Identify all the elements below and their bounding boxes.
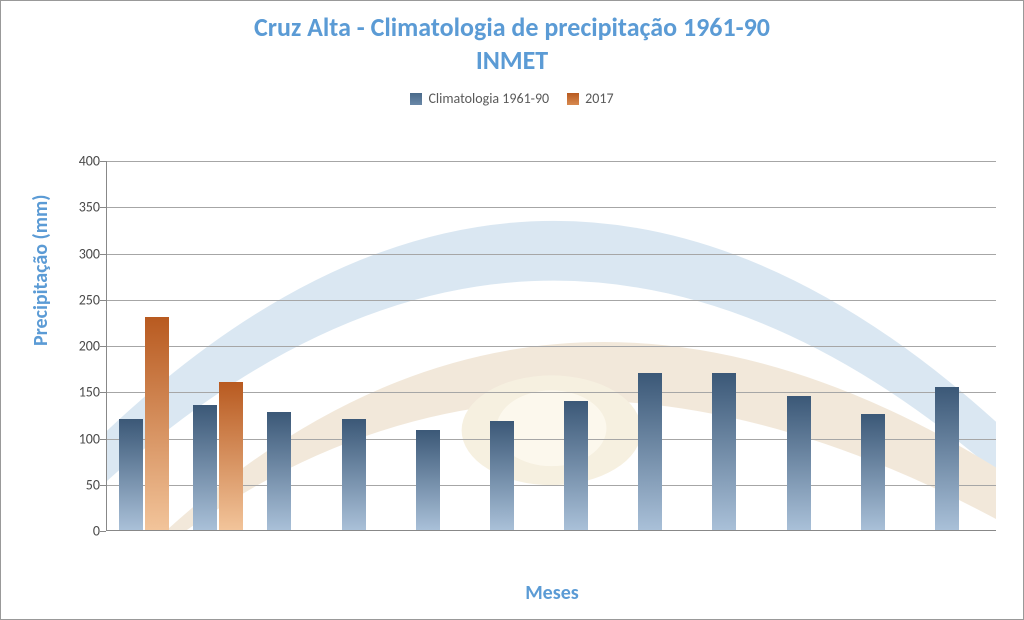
- chart-title-line2: INMET: [1, 44, 1023, 77]
- legend: Climatologia 1961-90 2017: [1, 90, 1023, 107]
- y-tick-label: 100: [79, 430, 100, 447]
- bar-series1: [342, 419, 366, 530]
- x-tick-mark: [775, 530, 776, 531]
- y-tick-mark: [100, 300, 106, 301]
- bar-series2: [145, 317, 169, 530]
- x-tick-mark: [849, 530, 850, 531]
- bar-series1: [638, 373, 662, 530]
- chart-container: Cruz Alta - Climatologia de precipitação…: [0, 0, 1024, 620]
- legend-label-2: 2017: [585, 90, 613, 107]
- legend-item-2: 2017: [567, 90, 613, 107]
- bar-series2: [219, 382, 243, 530]
- y-tick-label: 350: [79, 199, 100, 216]
- bar-series1: [490, 421, 514, 530]
- x-tick-mark: [552, 530, 553, 531]
- y-tick-mark: [100, 161, 106, 162]
- y-tick-label: 400: [79, 153, 100, 170]
- bar-series1: [564, 401, 588, 531]
- plot-wrap: JANFEVMARABRMAIJUNJULAGOSETOUTNOVDEZ 050…: [106, 161, 996, 531]
- x-tick-mark: [478, 530, 479, 531]
- x-tick-mark: [404, 530, 405, 531]
- y-tick-mark: [100, 531, 106, 532]
- y-tick-label: 200: [79, 338, 100, 355]
- bar-series1: [712, 373, 736, 530]
- y-tick-label: 300: [79, 245, 100, 262]
- y-tick-mark: [100, 392, 106, 393]
- bar-series1: [416, 430, 440, 530]
- y-tick-label: 50: [86, 476, 100, 493]
- bars-layer: [107, 161, 996, 530]
- x-tick-mark: [626, 530, 627, 531]
- bar-series1: [935, 387, 959, 530]
- y-tick-mark: [100, 207, 106, 208]
- x-axis-title: Meses: [41, 581, 1024, 605]
- bar-series1: [267, 412, 291, 530]
- y-tick-mark: [100, 439, 106, 440]
- y-tick-mark: [100, 346, 106, 347]
- x-tick-mark: [330, 530, 331, 531]
- plot-area: JANFEVMARABRMAIJUNJULAGOSETOUTNOVDEZ: [106, 161, 996, 531]
- bar-series1: [861, 414, 885, 530]
- legend-label-1: Climatologia 1961-90: [428, 90, 549, 107]
- bar-series1: [119, 419, 143, 530]
- legend-swatch-1: [410, 93, 422, 105]
- y-tick-mark: [100, 254, 106, 255]
- y-tick-label: 150: [79, 384, 100, 401]
- bar-series1: [787, 396, 811, 530]
- x-tick-mark: [700, 530, 701, 531]
- x-tick-mark: [923, 530, 924, 531]
- y-axis-title: Precipitação (mm): [29, 194, 53, 346]
- chart-title-line1: Cruz Alta - Climatologia de precipitação…: [1, 11, 1023, 44]
- chart-title: Cruz Alta - Climatologia de precipitação…: [1, 1, 1023, 76]
- legend-swatch-2: [567, 93, 579, 105]
- bar-series1: [193, 405, 217, 530]
- x-tick-mark: [181, 530, 182, 531]
- y-tick-label: 0: [93, 523, 100, 540]
- y-tick-mark: [100, 485, 106, 486]
- y-tick-label: 250: [79, 291, 100, 308]
- legend-item-1: Climatologia 1961-90: [410, 90, 549, 107]
- x-tick-mark: [255, 530, 256, 531]
